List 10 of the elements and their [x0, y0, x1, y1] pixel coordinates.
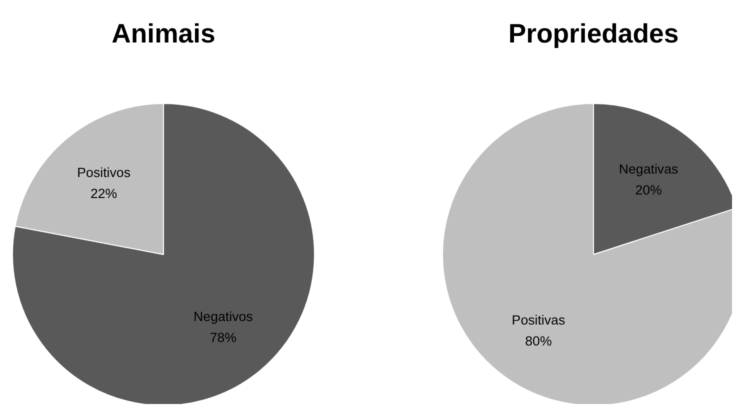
slice-label: Negativos [194, 309, 254, 324]
chart-title: Animais [112, 18, 216, 48]
data-label: 20% [635, 182, 662, 198]
data-label: 80% [525, 334, 552, 349]
data-label: 78% [210, 330, 237, 346]
chart-title: Propriedades [508, 18, 679, 48]
slice-label: Positivas [512, 312, 566, 328]
slice-label: Negativas [618, 161, 678, 176]
slice-label: Positivos [77, 164, 131, 180]
data-label: 22% [90, 186, 118, 201]
